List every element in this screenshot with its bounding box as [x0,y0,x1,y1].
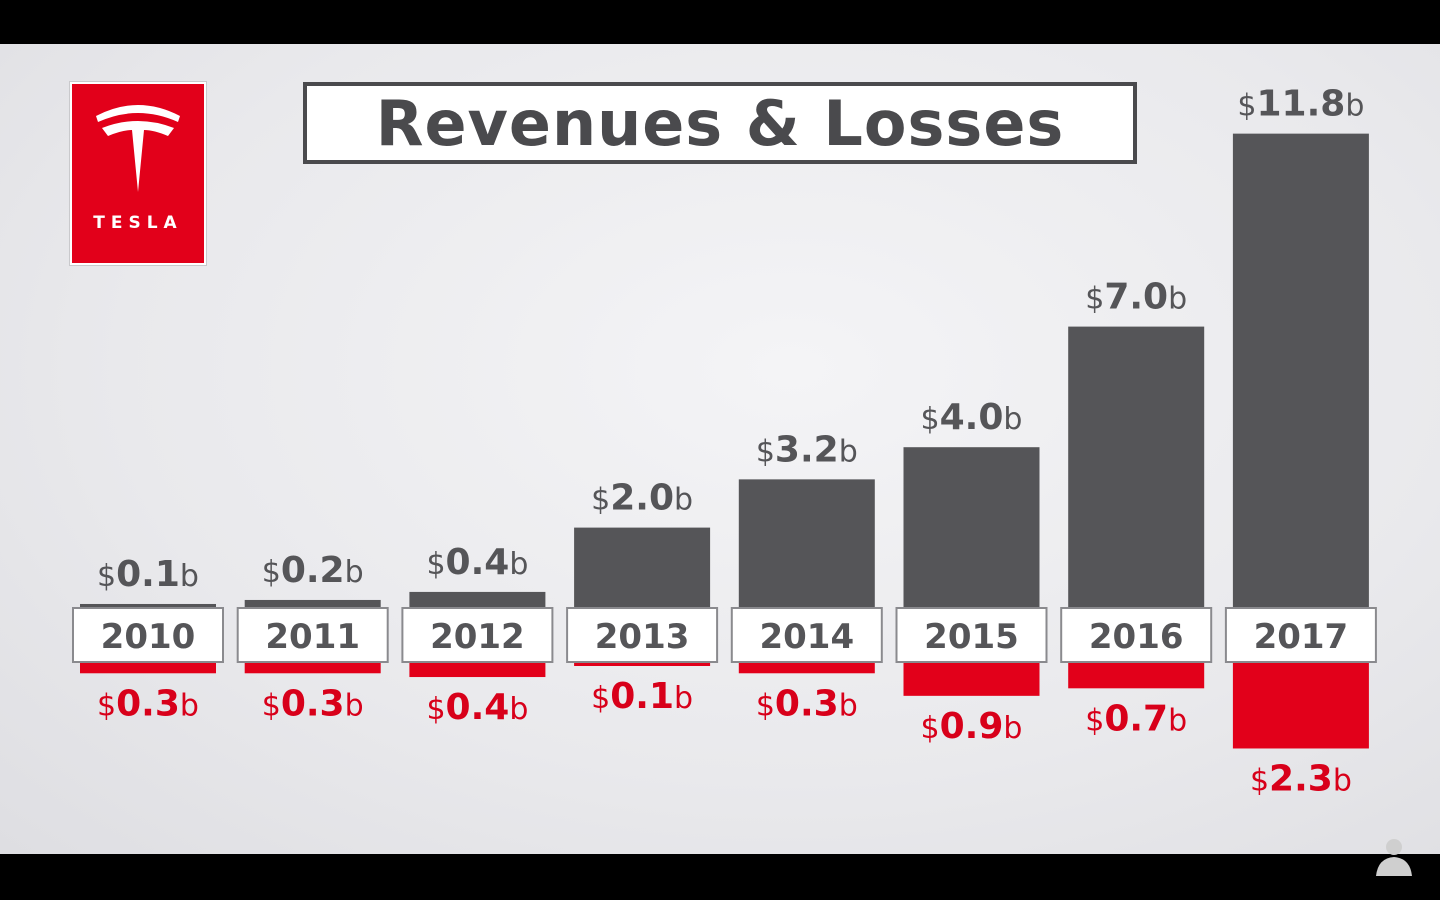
loss-bar-2016 [1068,662,1205,689]
revenue-bar-2011 [244,599,381,608]
title-box: Revenues & Losses [303,82,1137,164]
slide: TESLA Revenues & Losses 2010 $0.1b $0.3b 20… [0,44,1440,854]
revenue-label-2014: $3.2b [756,429,858,470]
year-box-2017 [1224,607,1377,663]
revenue-label-2012: $0.4b [426,542,528,583]
year-box-2016 [1060,607,1213,663]
loss-label-2011: $0.3b [262,683,364,724]
loss-bar-2012 [409,662,546,678]
year-box-2012 [401,607,554,663]
loss-label-2012: $0.4b [426,687,528,728]
revenue-label-2016: $7.0b [1085,277,1187,318]
year-box-2014 [730,607,883,663]
year-label-2017: 2017 [1254,617,1349,657]
loss-label-2014: $0.3b [756,683,858,724]
revenue-label-2011: $0.2b [262,550,364,591]
revenue-label-2017: $11.8b [1237,84,1364,125]
year-label-2015: 2015 [924,617,1019,657]
logo-wordmark: TESLA [93,213,182,233]
loss-bar-2015 [903,662,1040,696]
revenue-bar-2015 [903,447,1040,608]
revenue-label-2015: $4.0b [921,397,1023,438]
revenue-label-2010: $0.1b [97,554,199,595]
year-label-2016: 2016 [1089,617,1184,657]
loss-bar-2014 [738,662,875,674]
year-box-2010 [72,607,224,663]
revenue-bar-2014 [738,479,875,608]
loss-label-2015: $0.9b [921,706,1023,747]
year-label-2013: 2013 [595,617,690,657]
revenue-loss-chart: 2010 $0.1b $0.3b 2011 $0.2b $0.3b 2012 $0.4b $0.… [72,84,1377,799]
year-box-2013 [566,607,719,663]
loss-label-2013: $0.1b [591,676,693,717]
loss-bar-2013 [574,662,711,666]
year-label-2012: 2012 [430,617,525,657]
year-box-2011 [236,607,389,663]
year-label-2010: 2010 [101,617,196,657]
chart-title: Revenues & Losses [375,86,1065,160]
loss-label-2016: $0.7b [1085,698,1187,739]
presenter-avatar-icon [1376,839,1412,876]
year-box-2015 [895,607,1048,663]
tesla-logo: TESLA [70,82,206,265]
revenue-bar-2010 [80,603,216,608]
loss-bar-2011 [244,662,381,674]
revenue-bar-2017 [1232,133,1369,608]
loss-label-2010: $0.3b [97,683,199,724]
loss-bar-2017 [1232,662,1369,749]
year-label-2014: 2014 [759,617,854,657]
tesla-t-icon: TESLA [93,105,182,233]
revenue-label-2013: $2.0b [591,478,693,519]
revenue-bar-2012 [409,591,546,608]
loss-label-2017: $2.3b [1250,758,1352,799]
revenue-bar-2016 [1068,326,1205,608]
year-label-2011: 2011 [265,617,360,657]
loss-bar-2010 [80,662,216,674]
revenue-bar-2013 [574,527,711,608]
